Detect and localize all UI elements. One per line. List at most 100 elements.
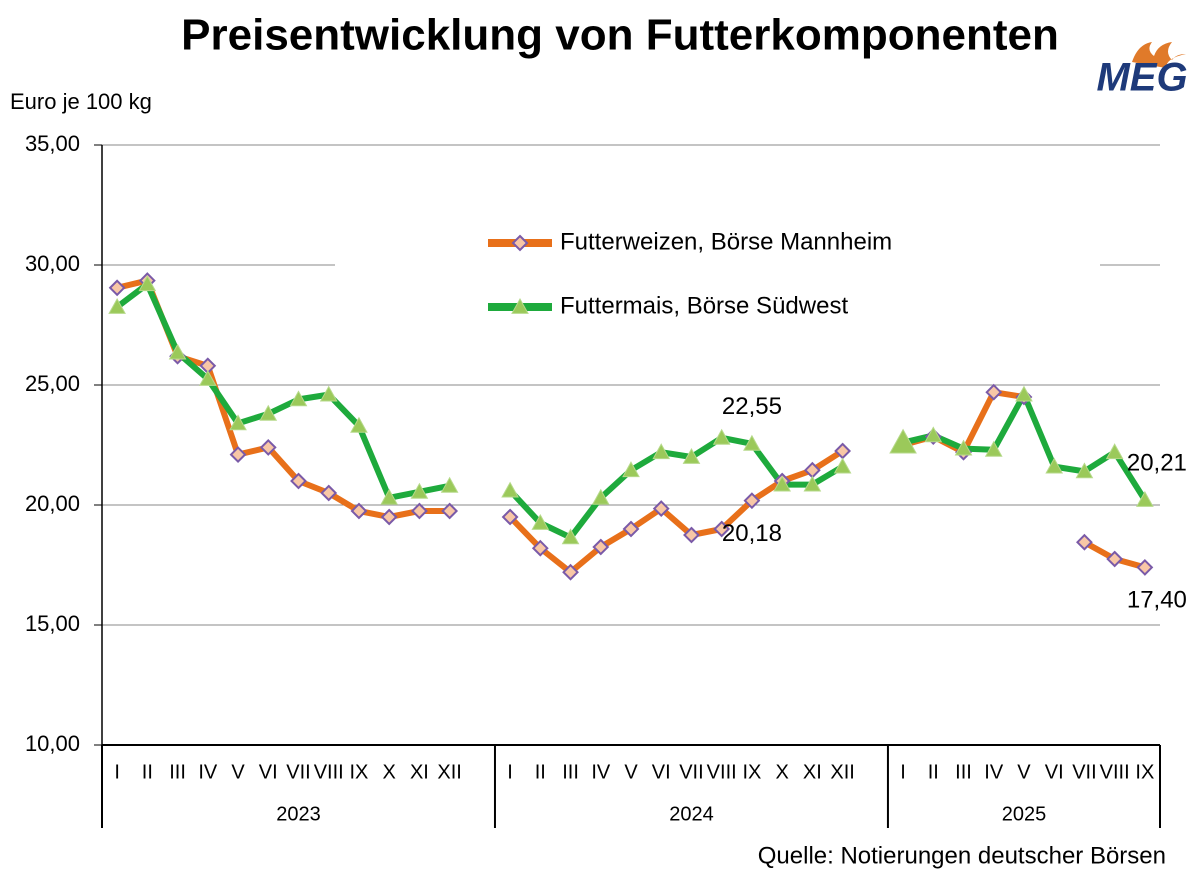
x-group-label: 2024 xyxy=(669,803,714,825)
point xyxy=(1075,462,1094,479)
x-tick-label: VIII xyxy=(1100,761,1130,783)
point xyxy=(622,520,640,538)
x-tick-label: I xyxy=(114,761,120,783)
point xyxy=(712,428,731,445)
x-tick-label: II xyxy=(928,761,939,783)
point xyxy=(229,446,247,464)
point xyxy=(924,426,943,443)
logo-flame xyxy=(1132,42,1186,68)
x-tick-label: XII xyxy=(437,761,461,783)
legend-background xyxy=(335,215,1100,335)
x-tick-label: IX xyxy=(742,761,761,783)
point xyxy=(803,475,822,492)
x-tick-label: VII xyxy=(679,761,703,783)
point xyxy=(1105,443,1124,460)
point xyxy=(1136,558,1154,576)
y-axis-label: Euro je 100 kg xyxy=(10,89,152,114)
point xyxy=(652,500,670,518)
x-tick-label: V xyxy=(624,761,638,783)
x-tick-label: III xyxy=(955,761,972,783)
x-tick-label: VIII xyxy=(707,761,737,783)
point xyxy=(108,279,126,297)
legend-label: Futtermais, Börse Südwest xyxy=(560,292,848,319)
point xyxy=(410,482,429,499)
x-tick-label: VI xyxy=(652,761,671,783)
x-tick-label: X xyxy=(775,761,788,783)
x-tick-label: VII xyxy=(1072,761,1096,783)
point xyxy=(501,481,519,498)
source: Quelle: Notierungen deutscher Börsen xyxy=(758,842,1166,869)
point xyxy=(319,385,338,402)
point xyxy=(561,528,580,545)
point xyxy=(985,383,1003,401)
x-tick-label: II xyxy=(142,761,153,783)
x-tick-label: V xyxy=(231,761,245,783)
data-label: 22,55 xyxy=(722,393,782,420)
point xyxy=(682,447,701,464)
series-line xyxy=(116,277,1146,576)
x-tick-label: II xyxy=(535,761,546,783)
point xyxy=(652,443,671,460)
point xyxy=(954,439,973,456)
x-group-label: 2023 xyxy=(276,803,321,825)
point xyxy=(108,297,126,314)
point xyxy=(168,343,187,360)
point xyxy=(440,476,459,493)
x-tick-label: III xyxy=(562,761,579,783)
x-tick-label: VII xyxy=(286,761,310,783)
point xyxy=(410,502,428,520)
point xyxy=(290,472,307,490)
x-tick-label: IV xyxy=(984,761,1004,783)
point xyxy=(622,461,640,478)
chart-title: Preisentwicklung von Futterkomponenten xyxy=(181,11,1059,60)
legend-marker xyxy=(511,297,529,314)
data-label: 17,40 xyxy=(1127,587,1187,614)
point xyxy=(683,526,700,544)
point xyxy=(259,404,278,421)
point xyxy=(350,416,368,433)
y-tick-label: 15,00 xyxy=(25,611,80,636)
point xyxy=(1106,550,1124,568)
point xyxy=(380,508,398,526)
y-tick-label: 30,00 xyxy=(25,251,80,276)
point xyxy=(531,539,549,557)
point xyxy=(229,414,247,431)
x-tick-label: VI xyxy=(259,761,278,783)
x-tick-label: IX xyxy=(349,761,368,783)
point xyxy=(198,369,217,386)
point xyxy=(441,502,459,520)
point xyxy=(380,488,399,505)
point xyxy=(320,484,338,502)
x-tick-label: I xyxy=(507,761,513,783)
x-tick-label: XI xyxy=(410,761,429,783)
point xyxy=(138,275,157,292)
point xyxy=(1015,385,1033,402)
x-tick-label: XI xyxy=(803,761,822,783)
x-tick-label: IV xyxy=(591,761,611,783)
legend-label: Futterweizen, Börse Mannheim xyxy=(560,228,892,255)
x-tick-label: III xyxy=(169,761,186,783)
point xyxy=(591,488,610,505)
x-tick-label: IX xyxy=(1135,761,1154,783)
point xyxy=(743,492,761,510)
point xyxy=(773,475,791,492)
point xyxy=(833,457,852,474)
point xyxy=(1076,533,1093,551)
point xyxy=(1045,457,1064,474)
data-label: 20,21 xyxy=(1127,449,1187,476)
point xyxy=(350,502,368,520)
x-tick-label: VIII xyxy=(314,761,344,783)
x-group-label: 2025 xyxy=(1002,803,1047,825)
point xyxy=(501,508,519,526)
x-tick-label: IV xyxy=(198,761,218,783)
y-tick-label: 10,00 xyxy=(25,731,80,756)
point xyxy=(1136,490,1154,507)
y-tick-label: 25,00 xyxy=(25,371,80,396)
x-tick-label: I xyxy=(900,761,906,783)
point xyxy=(562,563,579,581)
point xyxy=(531,513,550,530)
point xyxy=(592,538,610,556)
y-tick-label: 35,00 xyxy=(25,131,80,156)
x-tick-label: X xyxy=(382,761,395,783)
